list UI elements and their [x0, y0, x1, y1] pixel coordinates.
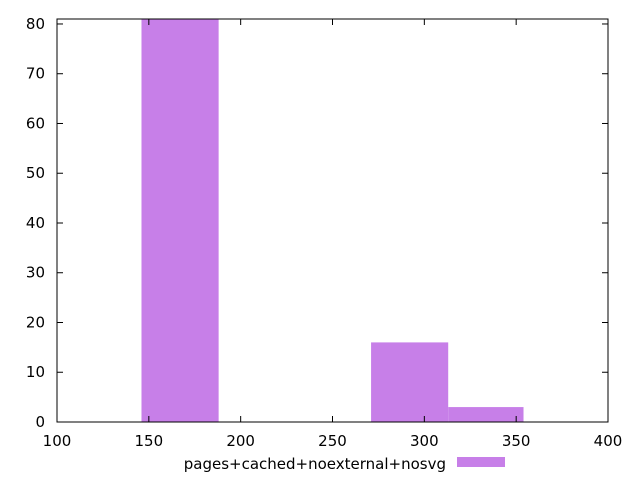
y-tick-label: 0 — [35, 413, 45, 431]
legend-label: pages+cached+noexternal+nosvg — [184, 455, 446, 473]
bar — [371, 342, 449, 422]
plot-frame — [56, 18, 609, 423]
bar — [448, 407, 524, 422]
x-tick-label: 250 — [318, 432, 347, 450]
x-tick-label: 300 — [410, 432, 439, 450]
y-tick-label: 50 — [26, 164, 45, 182]
legend-swatch — [457, 457, 505, 467]
y-tick-label: 20 — [26, 313, 45, 331]
x-tick-label: 100 — [43, 432, 72, 450]
y-tick-label: 70 — [26, 65, 45, 83]
x-tick-label: 350 — [502, 432, 531, 450]
x-tick-label: 400 — [594, 432, 623, 450]
x-tick-label: 200 — [226, 432, 255, 450]
legend: pages+cached+noexternal+nosvg — [184, 455, 505, 473]
bar — [141, 19, 219, 422]
x-tick-label: 150 — [135, 432, 164, 450]
axis-ticks — [56, 19, 609, 423]
y-tick-label: 60 — [26, 114, 45, 132]
y-tick-label: 30 — [26, 264, 45, 282]
axis-tick-labels: 100 150 200 250 300 350 400 0 10 20 30 40 50 60 70 80 — [26, 15, 622, 450]
y-tick-label: 80 — [26, 15, 45, 33]
bars-group — [141, 19, 524, 422]
y-tick-label: 40 — [26, 214, 45, 232]
y-tick-label: 10 — [26, 363, 45, 381]
